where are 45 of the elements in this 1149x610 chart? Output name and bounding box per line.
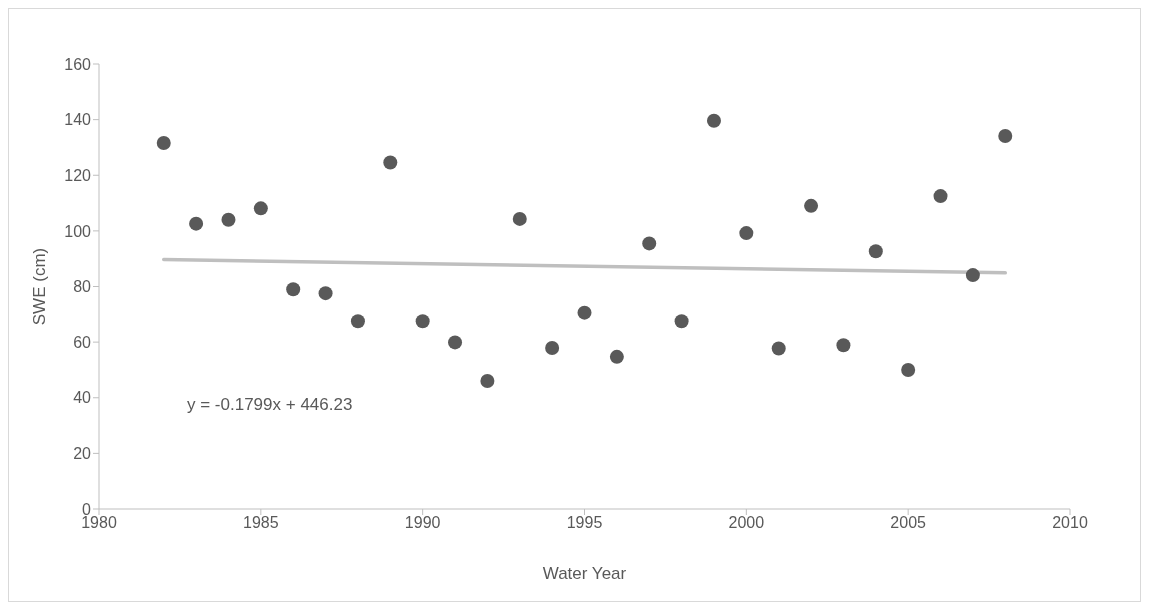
point	[545, 340, 560, 355]
x-tick-label: 2000	[728, 514, 765, 532]
point	[836, 338, 851, 353]
point	[448, 335, 463, 350]
point	[965, 268, 980, 283]
y-tick-label: 100	[64, 222, 92, 240]
point	[739, 226, 754, 241]
x-tick-label: 1980	[81, 514, 117, 532]
point	[350, 314, 365, 329]
x-axis-title: Water Year	[542, 564, 627, 583]
point	[286, 282, 301, 297]
point	[189, 216, 204, 231]
point	[901, 362, 916, 377]
point	[998, 129, 1013, 144]
point	[771, 341, 786, 356]
y-tick-label: 120	[64, 166, 92, 184]
x-tick-label: 1990	[404, 514, 441, 532]
point	[221, 212, 236, 227]
y-tick-label: 20	[73, 445, 92, 463]
point	[868, 244, 883, 259]
point	[609, 349, 624, 364]
point	[318, 286, 333, 301]
point	[674, 314, 689, 329]
point	[512, 211, 527, 226]
point	[383, 155, 398, 170]
point	[156, 135, 171, 150]
point	[804, 198, 819, 213]
y-tick-label: 140	[64, 111, 92, 129]
y-tick-label: 40	[73, 389, 92, 407]
x-tick-label: 1985	[243, 514, 279, 532]
point	[253, 201, 268, 216]
point	[480, 374, 495, 389]
x-tick-label: 1995	[566, 514, 603, 532]
y-tick-label: 160	[64, 55, 92, 73]
x-tick-label: 2010	[1052, 514, 1088, 532]
y-tick-label: 60	[73, 333, 92, 351]
point	[706, 113, 721, 128]
point	[642, 236, 657, 251]
point	[577, 305, 592, 320]
point	[933, 189, 948, 204]
y-tick-label: 80	[73, 278, 92, 296]
x-tick-label: 2005	[890, 514, 927, 532]
point	[415, 314, 430, 329]
y-axis-title: SWE (cm)	[30, 247, 50, 326]
annotation: y = -0.1799x + 446.23	[187, 395, 353, 415]
